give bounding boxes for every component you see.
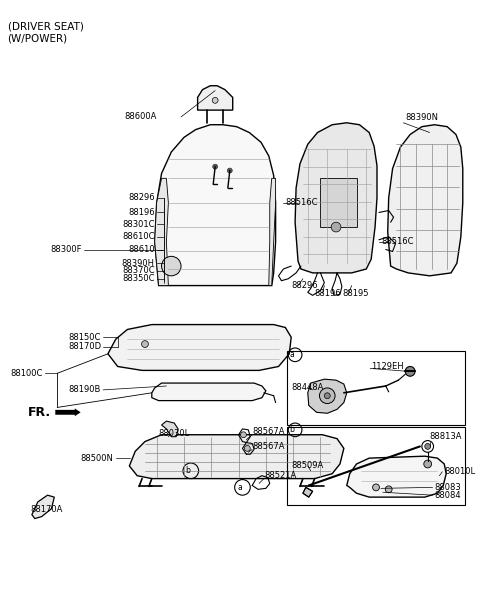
Text: 88083: 88083 xyxy=(434,483,461,492)
Text: 88196: 88196 xyxy=(128,208,155,217)
Text: 88813A: 88813A xyxy=(430,432,462,441)
Bar xyxy=(288,427,465,505)
Text: 1129EH: 1129EH xyxy=(371,362,404,371)
Text: (W/POWER): (W/POWER) xyxy=(8,33,68,43)
Text: FR.: FR. xyxy=(28,406,51,419)
Text: 88390N: 88390N xyxy=(405,113,438,123)
Circle shape xyxy=(425,444,431,449)
Text: 88170A: 88170A xyxy=(30,505,62,514)
Text: 88516C: 88516C xyxy=(285,198,318,207)
Circle shape xyxy=(331,222,341,232)
Polygon shape xyxy=(162,421,178,437)
Polygon shape xyxy=(130,435,344,479)
Text: 88516C: 88516C xyxy=(381,237,413,246)
Circle shape xyxy=(244,445,250,452)
Circle shape xyxy=(228,168,232,173)
Circle shape xyxy=(212,97,218,103)
Polygon shape xyxy=(269,179,276,286)
Text: 88030L: 88030L xyxy=(158,429,190,438)
Text: 88509A: 88509A xyxy=(291,461,324,471)
Circle shape xyxy=(372,484,379,491)
Text: a: a xyxy=(237,483,242,492)
Circle shape xyxy=(162,256,181,276)
Text: 88170D: 88170D xyxy=(68,342,101,352)
Circle shape xyxy=(320,388,335,403)
FancyArrow shape xyxy=(55,408,81,416)
Text: 88301C: 88301C xyxy=(122,220,155,229)
Polygon shape xyxy=(308,379,347,413)
Polygon shape xyxy=(108,325,291,370)
Polygon shape xyxy=(295,123,377,273)
Polygon shape xyxy=(152,383,266,400)
Polygon shape xyxy=(198,86,233,110)
Polygon shape xyxy=(303,487,312,497)
Polygon shape xyxy=(32,495,54,519)
Text: 88521A: 88521A xyxy=(264,471,296,480)
Circle shape xyxy=(240,432,246,437)
Text: 88010L: 88010L xyxy=(444,468,475,476)
Circle shape xyxy=(213,164,217,169)
Polygon shape xyxy=(155,124,276,286)
Polygon shape xyxy=(347,456,446,497)
Circle shape xyxy=(424,460,432,468)
Text: 88190B: 88190B xyxy=(69,386,101,394)
Text: 88150C: 88150C xyxy=(69,333,101,342)
Text: 88500N: 88500N xyxy=(80,453,113,463)
Text: a: a xyxy=(290,351,295,359)
Circle shape xyxy=(385,486,392,493)
Text: 88196: 88196 xyxy=(314,289,341,298)
Text: 88600A: 88600A xyxy=(124,113,156,121)
Text: b: b xyxy=(290,426,295,434)
Polygon shape xyxy=(155,179,168,286)
Text: 88370C: 88370C xyxy=(122,267,155,275)
Text: 88350C: 88350C xyxy=(122,274,155,283)
Text: 88610C: 88610C xyxy=(122,232,155,241)
Text: 88390H: 88390H xyxy=(122,259,155,268)
Circle shape xyxy=(405,367,415,376)
Text: 88084: 88084 xyxy=(434,491,461,500)
Text: 88448A: 88448A xyxy=(291,383,324,392)
Text: b: b xyxy=(185,466,190,476)
Circle shape xyxy=(142,341,148,347)
Text: 88567A: 88567A xyxy=(252,428,285,436)
Bar xyxy=(288,351,465,425)
Polygon shape xyxy=(388,124,463,276)
Text: 88300F: 88300F xyxy=(50,245,82,254)
Text: 88610: 88610 xyxy=(128,245,155,254)
Text: 88100C: 88100C xyxy=(10,369,43,378)
Text: 88296: 88296 xyxy=(291,281,318,290)
Text: 88296: 88296 xyxy=(128,193,155,202)
Bar xyxy=(321,179,358,227)
Text: 88195: 88195 xyxy=(342,289,368,298)
Text: 88567A: 88567A xyxy=(252,442,285,451)
Circle shape xyxy=(324,393,330,399)
Text: (DRIVER SEAT): (DRIVER SEAT) xyxy=(8,22,84,31)
